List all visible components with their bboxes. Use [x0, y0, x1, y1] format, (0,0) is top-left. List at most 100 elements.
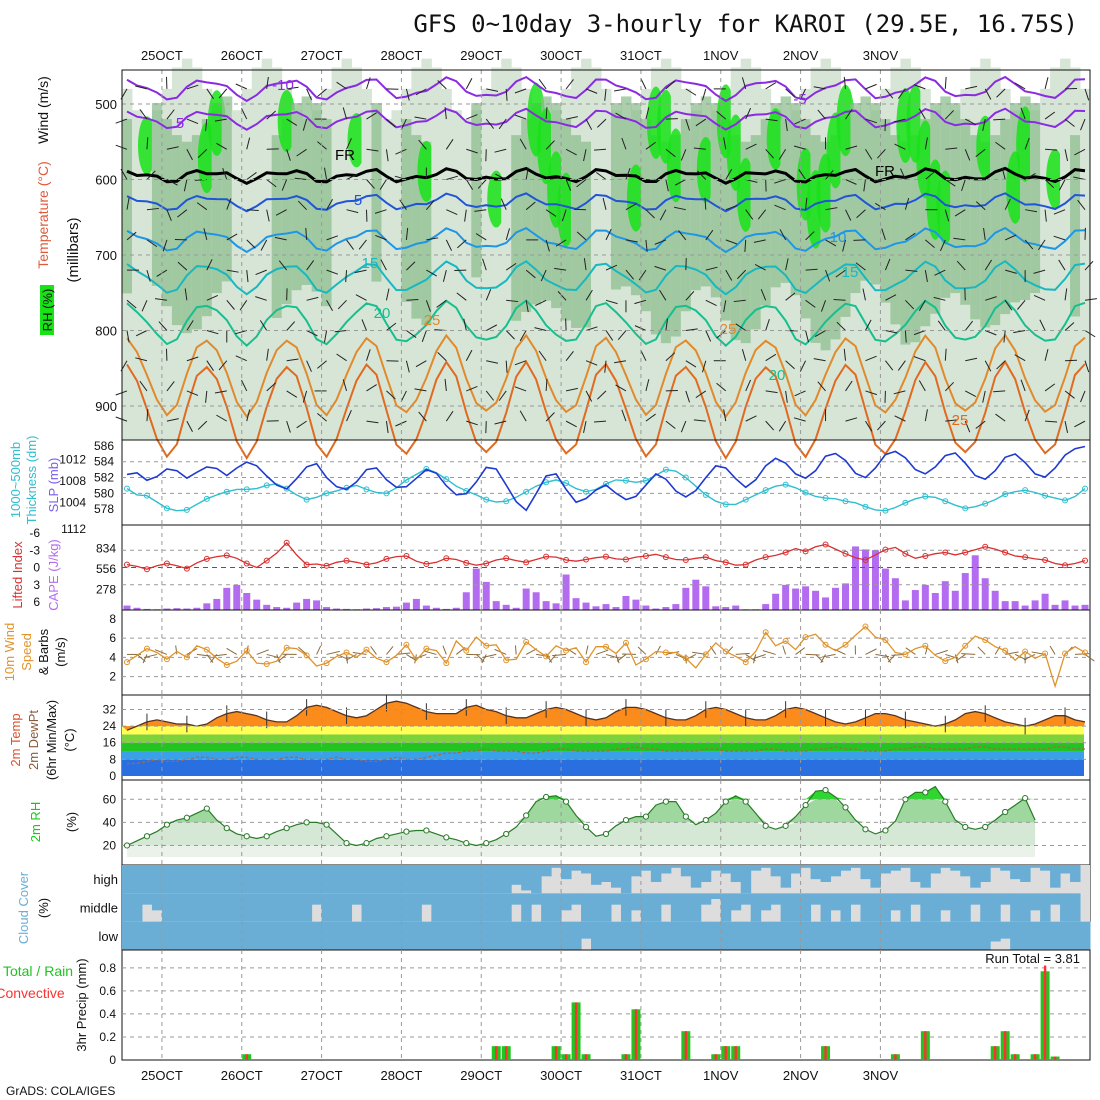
- cloud-bar: [1020, 865, 1031, 882]
- cape-bar: [871, 550, 879, 610]
- wind-barb: [166, 418, 179, 422]
- cape-bar: [832, 587, 840, 610]
- lifted-index-point: [742, 561, 749, 568]
- cloud-bar: [770, 865, 782, 877]
- thickness-point: [882, 507, 889, 514]
- wind-barb: [900, 168, 906, 180]
- wind-speed-point: [982, 636, 989, 643]
- wind-barb: [585, 326, 598, 331]
- wind-barb: [585, 360, 598, 366]
- wind-barb: [595, 649, 609, 655]
- wind-barb: [525, 300, 529, 313]
- wind-barb: [645, 413, 656, 422]
- rh-high-area: [936, 170, 955, 245]
- cloud-bar: [760, 893, 772, 911]
- wind-barb: [602, 197, 607, 210]
- wind-barb: [235, 330, 247, 335]
- cape-bar: [642, 605, 650, 610]
- wind-barb: [306, 296, 319, 301]
- wind-barb: [317, 360, 327, 369]
- wind-barb: [685, 118, 691, 131]
- wind-barb: [1003, 330, 1006, 343]
- wind-barb: [723, 409, 727, 422]
- cloud-bar: [141, 921, 153, 950]
- cape-bar: [772, 593, 780, 610]
- thickness-point: [403, 476, 410, 483]
- wind-barb: [793, 145, 806, 150]
- temp-label: (°C): [62, 728, 77, 751]
- wind-barb: [385, 149, 389, 162]
- cloud-bar: [501, 865, 512, 894]
- wind-barb: [286, 118, 298, 126]
- lifted-index-point: [343, 557, 350, 564]
- cape-bar: [802, 586, 810, 610]
- cloud-bar: [351, 921, 363, 950]
- lifted-index-point: [263, 557, 270, 564]
- cape-bar: [682, 587, 690, 610]
- wind-barb: [985, 296, 997, 301]
- wind-barb: [565, 387, 578, 392]
- cloud-bar: [770, 921, 782, 950]
- wind-barb: [494, 420, 507, 425]
- cloud-bar: [890, 893, 901, 911]
- rh-point: [642, 813, 650, 820]
- wind-barb: [1045, 420, 1058, 423]
- wind-barb: [444, 378, 447, 391]
- wind-barb: [1024, 409, 1030, 422]
- lifted-index-point: [682, 557, 689, 564]
- wind-speed-point: [962, 642, 969, 649]
- contour-label: 25: [424, 312, 441, 329]
- wind-barb: [1044, 77, 1049, 89]
- date-label-top: 27OCT: [301, 48, 343, 63]
- wind-barb: [246, 209, 259, 212]
- rh-shading: [201, 119, 213, 317]
- cloud-bar: [920, 893, 931, 922]
- wind-barb: [406, 261, 416, 271]
- wind-barb: [685, 88, 697, 96]
- rh-shading: [131, 110, 143, 441]
- cloud-bar: [720, 865, 732, 874]
- wind-barb: [277, 654, 287, 662]
- wind-barb: [843, 76, 847, 89]
- contour-label: 5: [354, 192, 362, 209]
- precip-conv-bar: [584, 1054, 588, 1060]
- lifted-index-point: [782, 549, 789, 556]
- thickness-point: [503, 498, 510, 505]
- cape-bar: [562, 574, 570, 610]
- cloud-bar: [131, 921, 143, 950]
- wind-barb: [241, 379, 248, 392]
- cloud-bar: [610, 921, 622, 950]
- wind-barb: [765, 420, 775, 431]
- wind-barb: [845, 380, 853, 392]
- run-total-label: Run Total = 3.81: [985, 951, 1080, 966]
- cloud-bar: [481, 865, 492, 894]
- lifted-index-point: [563, 557, 570, 564]
- cloud-bar: [800, 893, 812, 922]
- rh-point: [602, 830, 610, 838]
- precip-conv-bar: [824, 1046, 827, 1060]
- thickness-point: [622, 477, 629, 484]
- wind-barb: [256, 649, 269, 655]
- wind-barb: [1033, 269, 1046, 274]
- wind-barb: [135, 357, 148, 362]
- rh-point: [283, 825, 290, 832]
- wind-barb: [375, 234, 387, 241]
- wind-barb: [525, 201, 536, 211]
- cloud-bar: [581, 893, 592, 922]
- cloud-bar: [251, 921, 263, 950]
- cloud-bar: [780, 921, 792, 950]
- temp-band: [122, 734, 1084, 743]
- cloud-bar: [1060, 865, 1071, 874]
- cape-bar: [243, 593, 251, 610]
- cape-bar: [891, 578, 899, 610]
- cloud-bar: [930, 893, 941, 922]
- wind-barb: [175, 645, 178, 655]
- cloud-bar: [710, 865, 722, 871]
- wind-barb: [1064, 390, 1075, 399]
- wind-barb: [1053, 235, 1066, 241]
- wind-barb: [1024, 137, 1030, 150]
- wind-barb: [805, 299, 816, 308]
- wind-barb: [380, 259, 387, 271]
- rh-shading: [1060, 58, 1071, 441]
